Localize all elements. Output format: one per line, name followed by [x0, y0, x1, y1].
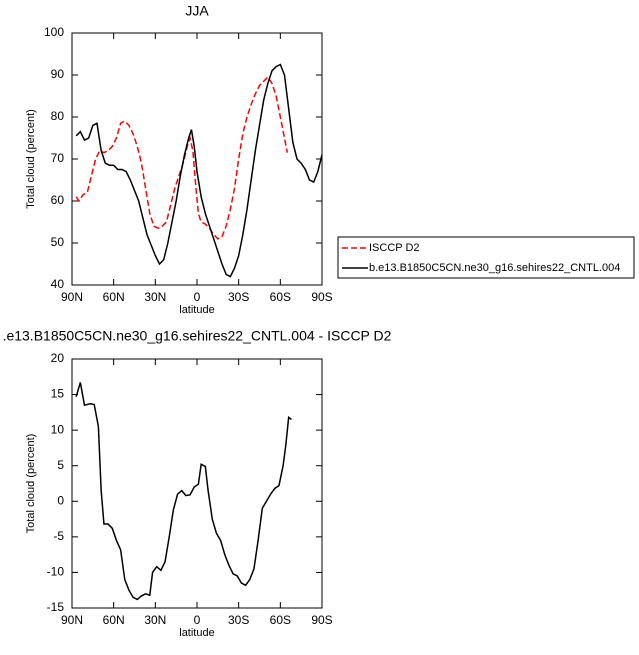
x-tick-label: 0	[194, 290, 201, 304]
x-axis-label: latitude	[179, 627, 214, 639]
y-tick-label: -10	[47, 565, 65, 579]
x-tick-label: 30S	[228, 613, 249, 627]
x-axis-label: latitude	[179, 304, 214, 316]
legend-box	[337, 236, 635, 279]
y-tick-label: 20	[51, 351, 65, 365]
x-tick-label: 60N	[103, 290, 125, 304]
chart-title: .e13.B1850C5CN.ne30_g16.sehires22_CNTL.0…	[3, 328, 392, 344]
y-tick-label: -5	[53, 529, 64, 543]
y-tick-label: 100	[44, 25, 64, 39]
x-tick-label: 60N	[103, 613, 125, 627]
y-axis-label: Total cloud (percent)	[25, 109, 37, 209]
x-tick-label: 30N	[144, 290, 166, 304]
data-line	[75, 382, 292, 601]
x-tick-label: 90S	[311, 613, 332, 627]
chart-title: JJA	[185, 3, 209, 19]
x-tick-label: 30S	[228, 290, 249, 304]
data-line	[75, 63, 323, 278]
x-tick-label: 90N	[61, 613, 83, 627]
plot-frame	[71, 358, 323, 609]
y-tick-label: 5	[57, 458, 64, 472]
y-tick-label: -15	[47, 600, 65, 614]
y-tick-label: 60	[51, 193, 65, 207]
x-tick-label: 60S	[270, 290, 291, 304]
data-line	[75, 75, 289, 240]
y-tick-label: 40	[51, 277, 65, 291]
y-tick-label: 80	[51, 109, 65, 123]
x-tick-label: 30N	[144, 613, 166, 627]
legend-label: ISCCP D2	[369, 242, 420, 254]
y-tick-label: 0	[57, 493, 64, 507]
x-tick-label: 90S	[311, 290, 332, 304]
x-tick-label: 90N	[61, 290, 83, 304]
plot-frame	[71, 32, 323, 286]
x-tick-label: 60S	[270, 613, 291, 627]
y-tick-label: 50	[51, 235, 65, 249]
legend: ISCCP D2 b.e13.B1850C5CN.ne30_g16.sehires…	[337, 236, 635, 279]
legend-label: b.e13.B1850C5CN.ne30_g16.sehires22_CNTL.…	[369, 262, 620, 274]
x-tick-label: 0	[194, 613, 201, 627]
y-tick-label: 70	[51, 151, 65, 165]
y-axis-label: Total cloud (percent)	[25, 434, 37, 534]
y-tick-label: 10	[51, 422, 65, 436]
y-tick-label: 15	[51, 387, 65, 401]
y-tick-label: 90	[51, 67, 65, 81]
